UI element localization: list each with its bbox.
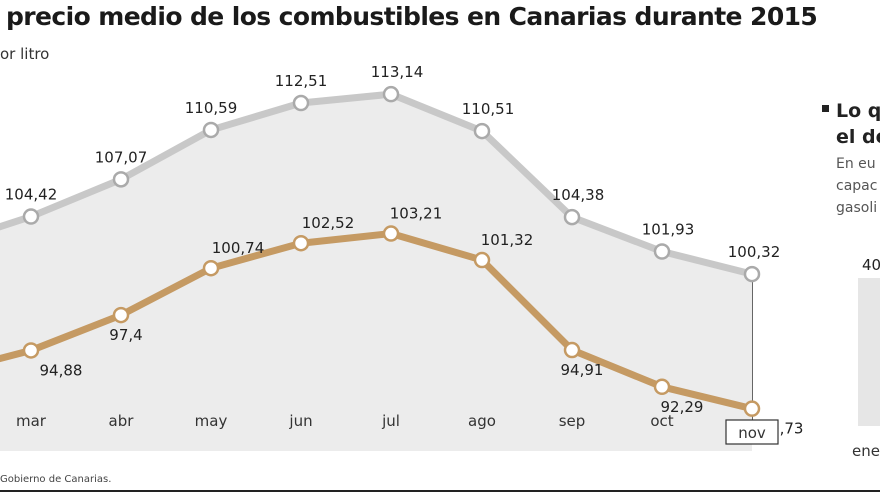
label-naranja-oct: 92,29 xyxy=(661,398,704,416)
value-labels: 104,42 107,07 110,59 112,51 113,14 110,51 104,… xyxy=(5,63,804,438)
source-note: Gobierno de Canarias. xyxy=(0,474,112,485)
month-label-jun: jun xyxy=(288,412,312,430)
chart-shaded-area xyxy=(0,94,752,451)
point-gris-oct xyxy=(653,243,671,260)
point-gris-sep xyxy=(563,208,581,226)
point-naranja-jun xyxy=(292,234,310,252)
label-gris-nov: 100,32 xyxy=(728,243,781,261)
series-points xyxy=(22,85,761,417)
side-text-line2: capac xyxy=(836,178,877,194)
label-gris-jun: 112,51 xyxy=(275,72,328,90)
label-gris-sep: 104,38 xyxy=(552,186,605,204)
side-value-label: 40 xyxy=(862,256,880,274)
label-naranja-may: 100,74 xyxy=(212,239,265,257)
month-label-may: may xyxy=(195,412,228,430)
side-bullet xyxy=(822,105,829,112)
month-box-nov xyxy=(725,419,779,445)
month-label-ago: ago xyxy=(468,412,496,430)
point-gris-nov xyxy=(743,265,761,283)
side-panel: Lo q el de En eu capac gasoli 40 ene xyxy=(822,100,880,460)
label-gris-jul: 113,14 xyxy=(371,63,424,81)
label-naranja-abr: 97,4 xyxy=(109,326,142,344)
label-gris-ago: 110,51 xyxy=(462,100,515,118)
point-naranja-mar xyxy=(22,342,40,359)
point-naranja-may xyxy=(202,259,220,277)
point-gris-mar xyxy=(22,208,40,225)
series-line-gris xyxy=(0,90,756,278)
side-bar xyxy=(858,278,880,426)
label-naranja-ago: 101,32 xyxy=(481,231,534,249)
label-naranja-jun: 102,52 xyxy=(302,214,355,232)
side-title-line1: Lo q xyxy=(836,100,880,122)
month-label-jul: jul xyxy=(381,412,400,430)
point-naranja-oct xyxy=(653,378,671,396)
point-naranja-abr xyxy=(112,306,130,324)
series-lines xyxy=(0,90,756,413)
chart-area xyxy=(0,94,752,451)
side-axis-label: ene xyxy=(852,442,880,460)
label-gris-mar: 104,42 xyxy=(5,186,58,204)
month-label-abr: abr xyxy=(109,412,135,430)
month-label-sep: sep xyxy=(559,412,586,430)
point-naranja-ago xyxy=(473,251,491,269)
month-label-nov: nov xyxy=(738,424,766,442)
point-gris-ago xyxy=(473,122,491,140)
series-line-naranja xyxy=(0,230,756,413)
point-naranja-sep xyxy=(563,341,581,359)
month-label-oct: oct xyxy=(650,412,673,430)
side-text-line3: gasoli xyxy=(836,200,877,216)
month-label-mar: mar xyxy=(16,412,47,430)
unit-label: or litro xyxy=(0,45,50,63)
point-naranja-jul xyxy=(382,225,400,242)
point-naranja-nov xyxy=(743,400,761,417)
label-naranja-mar: 94,88 xyxy=(40,361,83,379)
point-gris-may xyxy=(202,121,220,139)
side-title-line2: el de xyxy=(836,126,880,148)
point-gris-jun xyxy=(292,94,310,112)
label-gris-may: 110,59 xyxy=(185,99,238,117)
label-naranja-jul: 103,21 xyxy=(390,205,443,223)
label-gris-abr: 107,07 xyxy=(95,148,148,166)
chart-title: precio medio de los combustibles en Cana… xyxy=(6,2,818,31)
month-axis: mar abr may jun jul ago sep oct nov xyxy=(16,412,779,445)
label-naranja-sep: 94,91 xyxy=(561,361,604,379)
label-gris-oct: 101,93 xyxy=(642,220,695,238)
point-gris-jul xyxy=(382,85,400,103)
side-text-line1: En eu xyxy=(836,156,876,172)
point-gris-abr xyxy=(112,171,130,188)
